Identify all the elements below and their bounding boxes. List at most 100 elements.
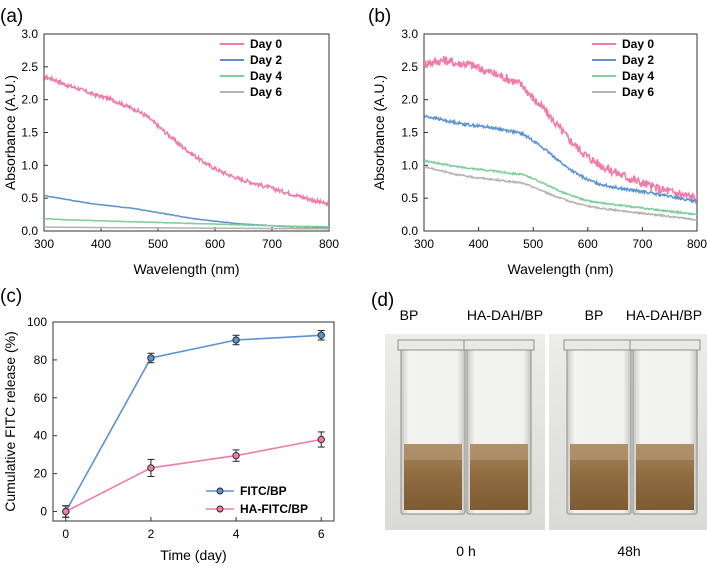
y-tick-label: 100 (27, 315, 47, 329)
data-point (62, 507, 70, 516)
data-point (232, 336, 240, 344)
series-line (44, 226, 329, 230)
y-tick-label: 2.0 (401, 93, 418, 107)
legend-label: Day 4 (250, 69, 282, 83)
legend-entry: Day 0 (592, 37, 654, 51)
y-tick-label: 0 (40, 505, 47, 519)
y-tick-label: 40 (34, 429, 48, 443)
x-tick-label: 600 (578, 237, 598, 251)
legend-label: HA-FITC/BP (240, 502, 308, 516)
panel-label-c: (c) (0, 286, 22, 307)
cuvette-label-ha-dah-bp-48h: HA-DAH/BP (626, 307, 702, 323)
chart-b-absorbance: 0.0 0.5 1.0 1.5 2.0 2.5 3.0 300 400 500 600 700 800 W… (371, 27, 707, 277)
y-tick-label: 0.5 (401, 191, 418, 205)
legend-entry: Day 4 (220, 69, 282, 83)
x-tick-label: 800 (687, 237, 707, 251)
x-tick-label: 0 (62, 527, 69, 541)
cuvette-photo-panel: BP HA-DAH/BP BP HA-DAH/BP (385, 307, 707, 559)
y-tick-label: 60 (34, 391, 48, 405)
legend-label: Day 6 (250, 85, 282, 99)
x-axis-label: Time (day) (160, 547, 226, 563)
data-point (147, 464, 155, 472)
legend-marker (216, 487, 224, 495)
y-tick-label: 3.0 (21, 27, 38, 41)
panel-label-b: (b) (368, 6, 391, 27)
legend-entry: FITC/BP (206, 484, 287, 498)
y-tick-label: 0.0 (21, 224, 38, 238)
y-tick-label: 1.0 (21, 158, 38, 172)
legend-entry: Day 4 (592, 69, 654, 83)
x-tick-label: 800 (319, 237, 339, 251)
x-tick-label: 600 (205, 237, 225, 251)
cuvette-bp-48h (563, 339, 635, 515)
legend-entry: Day 6 (592, 85, 654, 99)
caption-48h: 48h (617, 543, 640, 559)
series-line (44, 73, 329, 207)
series-day-4 (424, 159, 697, 216)
series-line (424, 56, 697, 206)
legend-label: Day 2 (250, 53, 282, 67)
y-tick-label: 2.0 (21, 93, 38, 107)
x-tick-label: 700 (262, 237, 282, 251)
legend-entry: Day 0 (220, 37, 282, 51)
x-tick-label: 300 (414, 237, 434, 251)
cuvette-label-bp-0h: BP (400, 307, 419, 323)
y-tick-label: 80 (34, 353, 48, 367)
y-tick-label: 2.5 (21, 60, 38, 74)
y-tick-label: 1.5 (401, 126, 418, 140)
x-axis-label: Wavelength (nm) (507, 261, 613, 277)
cuvette-label-ha-dah-bp-0h: HA-DAH/BP (467, 307, 543, 323)
data-point (232, 451, 240, 460)
y-tick-label: 0.0 (401, 224, 418, 238)
y-tick-label: 3.0 (401, 27, 418, 41)
series-line (44, 217, 329, 228)
chart-a-absorbance: 0.0 0.5 1.0 1.5 2.0 2.5 3.0 300 400 500 600 700 800 W… (2, 27, 339, 277)
y-tick-label: 0.5 (21, 191, 38, 205)
plot-frame (43, 33, 330, 232)
panel-label-d: (d) (371, 290, 394, 311)
legend-entry: Day 6 (220, 85, 282, 99)
series-day-0 (424, 56, 697, 206)
series-day-6 (44, 226, 329, 230)
y-axis-label: Cumulative FITC release (%) (2, 331, 18, 512)
data-point (317, 331, 325, 339)
y-axis-label: Absorbance (A.U.) (2, 75, 18, 190)
legend-label: Day 6 (622, 85, 654, 99)
series-day-0 (44, 73, 329, 207)
x-tick-label: 400 (91, 237, 111, 251)
x-tick-label: 2 (148, 527, 155, 541)
x-tick-label: 4 (233, 527, 240, 541)
series-line (65, 438, 322, 513)
series-day-2 (424, 114, 697, 204)
legend-label: Day 0 (250, 37, 282, 51)
legend-entry: Day 2 (220, 53, 282, 67)
legend-entry: HA-FITC/BP (206, 502, 308, 516)
x-tick-label: 6 (318, 527, 325, 541)
series-line (424, 114, 697, 204)
cuvette-label-bp-48h: BP (585, 307, 604, 323)
x-tick-label: 400 (469, 237, 489, 251)
legend-label: Day 2 (622, 53, 654, 67)
y-tick-label: 1.0 (401, 158, 418, 172)
series-day-6 (424, 165, 697, 221)
data-point (317, 435, 325, 444)
panel-label-a: (a) (0, 6, 23, 27)
legend-label: Day 4 (622, 69, 654, 83)
cuvette-ha-dah-bp-0h (463, 339, 535, 515)
x-tick-label: 500 (523, 237, 543, 251)
series-line (424, 159, 697, 216)
cuvette-ha-dah-bp-48h (629, 339, 701, 515)
x-tick-label: 700 (632, 237, 652, 251)
plot-frame (52, 321, 335, 522)
series-ha-fitc-bp (62, 431, 325, 518)
series-line (424, 165, 697, 221)
y-axis-label: Absorbance (A.U.) (371, 75, 387, 190)
series-day-4 (44, 217, 329, 228)
x-tick-label: 300 (34, 237, 54, 251)
y-tick-label: 1.5 (21, 126, 38, 140)
legend-entry: Day 2 (592, 53, 654, 67)
chart-c-release: 0 20 40 60 80 100 0 2 4 6 Time (day) Cumulative FIT… (2, 315, 335, 563)
data-point (147, 354, 155, 362)
x-tick-label: 500 (148, 237, 168, 251)
